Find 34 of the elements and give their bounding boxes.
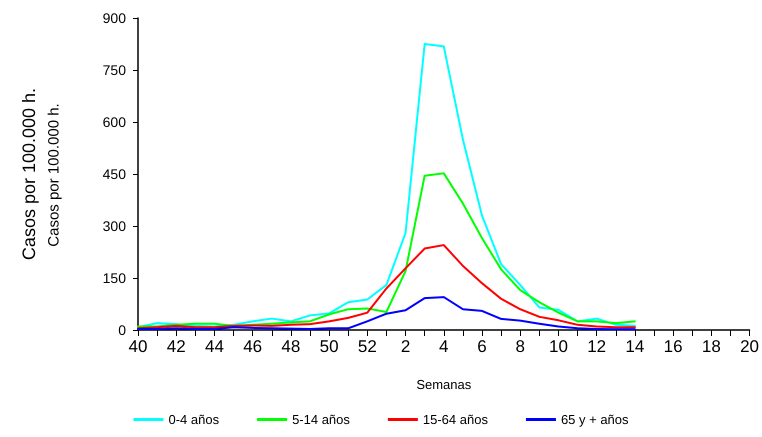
line-series	[137, 244, 636, 330]
x-tick-label: 2	[400, 337, 410, 356]
x-tick-label: 4	[439, 337, 449, 356]
x-tick-label: 46	[243, 337, 262, 356]
y-tick-label: 0	[118, 322, 126, 338]
y-tick-label: 600	[102, 114, 126, 130]
x-tick-label: 8	[515, 337, 525, 356]
text: Casos por 100.000 h.	[46, 103, 62, 247]
x-tick-label: 16	[664, 337, 683, 356]
x-tick-label: 12	[587, 337, 606, 356]
y-tick-label: 750	[102, 62, 126, 78]
x-tick-label: 42	[166, 337, 186, 356]
y-tick-label: 900	[102, 10, 126, 26]
x-tick-label: 50	[320, 337, 339, 356]
line-series	[137, 296, 636, 330]
y-tick-label: 450	[102, 166, 126, 182]
x-axis-title: Semanas	[416, 377, 472, 392]
x-tick-label: 20	[740, 337, 760, 356]
y-tick-label: 300	[102, 218, 126, 234]
x-tick-label: 44	[204, 337, 224, 356]
y-axis-title: Casos por 100.000 h.	[19, 88, 39, 260]
legend-label: 0-4 años	[168, 412, 220, 427]
x-tick-label: 40	[128, 337, 148, 356]
x-tick-label: 18	[702, 337, 721, 356]
legend-label: 5-14 años	[292, 412, 350, 427]
legend-label: 15-64 años	[422, 412, 488, 427]
legend-label: 65 y + años	[560, 412, 630, 427]
y-tick-label: 150	[102, 270, 126, 286]
x-tick-label: 6	[477, 337, 487, 356]
x-tick-label: 52	[358, 337, 377, 356]
x-tick-label: 14	[625, 337, 644, 356]
x-tick-label: 48	[281, 337, 300, 356]
line-series	[137, 172, 636, 328]
x-tick-label: 10	[548, 337, 568, 356]
